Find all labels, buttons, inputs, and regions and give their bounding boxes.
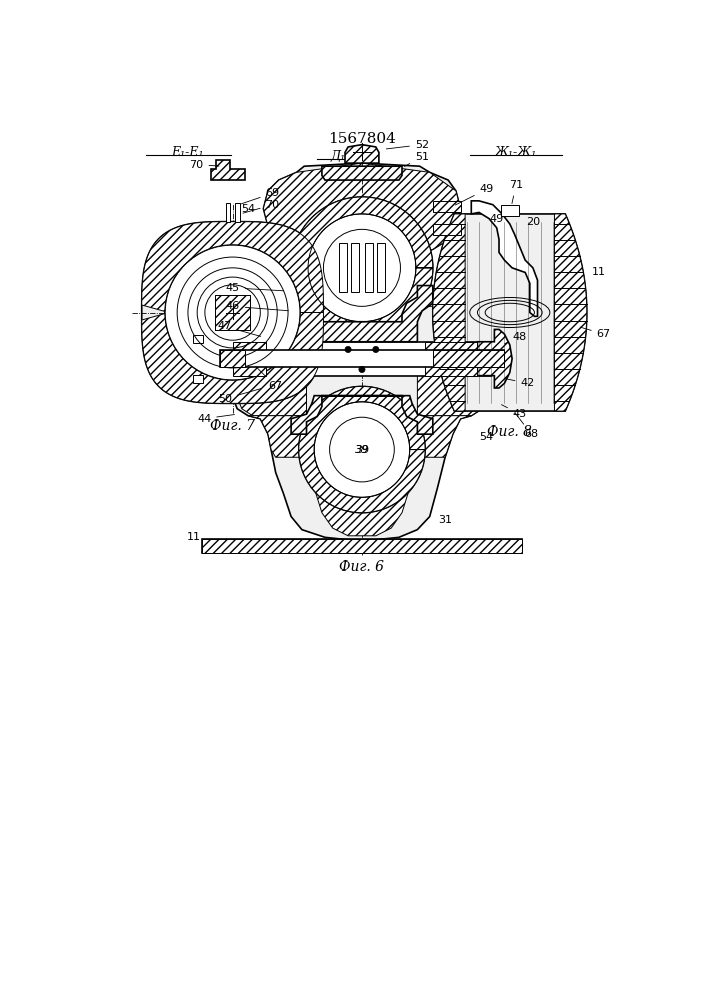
Text: 51: 51: [404, 152, 429, 166]
Text: 67: 67: [580, 327, 611, 339]
Polygon shape: [433, 201, 460, 212]
Text: 68: 68: [515, 413, 539, 439]
Text: 11: 11: [591, 267, 605, 277]
Polygon shape: [248, 416, 472, 457]
Polygon shape: [433, 224, 460, 235]
Text: 49: 49: [455, 184, 493, 205]
Text: 69: 69: [241, 188, 280, 204]
Circle shape: [329, 417, 395, 482]
Bar: [201, 539, 522, 553]
Polygon shape: [433, 214, 587, 411]
Bar: [501, 205, 519, 216]
Bar: [378, 243, 385, 292]
Polygon shape: [291, 197, 433, 339]
Polygon shape: [141, 222, 324, 403]
Circle shape: [291, 197, 433, 339]
Polygon shape: [264, 163, 460, 278]
Polygon shape: [433, 350, 504, 367]
Polygon shape: [291, 396, 433, 434]
Text: 46: 46: [226, 301, 288, 311]
Text: Фиг. 8: Фиг. 8: [487, 425, 532, 439]
Text: E₁-E₁: E₁-E₁: [172, 146, 204, 159]
Polygon shape: [472, 201, 537, 316]
Polygon shape: [215, 295, 250, 330]
Text: Ж₁-Ж₁: Ж₁-Ж₁: [495, 146, 537, 159]
Text: 20: 20: [526, 217, 540, 227]
Polygon shape: [322, 166, 402, 180]
Text: 70: 70: [189, 160, 219, 170]
Text: 43: 43: [501, 405, 527, 419]
Circle shape: [359, 366, 365, 373]
Text: 31: 31: [438, 515, 452, 525]
Bar: [226, 203, 230, 222]
Polygon shape: [425, 342, 477, 376]
Text: 44: 44: [197, 414, 235, 424]
Text: 71: 71: [509, 180, 523, 204]
Text: 48: 48: [505, 332, 527, 344]
Text: 67: 67: [256, 367, 282, 391]
Bar: [192, 335, 204, 343]
Polygon shape: [211, 160, 245, 180]
Circle shape: [373, 346, 379, 353]
Bar: [365, 243, 373, 292]
Bar: [233, 342, 491, 376]
Bar: [215, 295, 250, 330]
Bar: [192, 375, 204, 383]
Text: 54: 54: [241, 204, 255, 214]
Polygon shape: [238, 286, 312, 346]
Bar: [339, 243, 346, 292]
Polygon shape: [233, 163, 486, 541]
Bar: [219, 350, 504, 367]
Text: 42: 42: [505, 378, 534, 388]
Polygon shape: [554, 214, 587, 411]
Text: Д₁-Д₁: Д₁-Д₁: [331, 150, 366, 163]
Circle shape: [324, 229, 400, 306]
Circle shape: [299, 386, 425, 513]
Bar: [235, 203, 240, 222]
Polygon shape: [141, 312, 324, 403]
Polygon shape: [219, 350, 245, 367]
Circle shape: [345, 346, 351, 353]
Polygon shape: [433, 214, 465, 411]
Polygon shape: [477, 329, 512, 388]
Text: Фиг. 7: Фиг. 7: [210, 419, 255, 433]
Text: Фиг. 6: Фиг. 6: [339, 560, 385, 574]
Polygon shape: [417, 372, 486, 416]
Polygon shape: [291, 286, 433, 342]
Polygon shape: [345, 145, 379, 163]
Text: 1567804: 1567804: [328, 132, 396, 146]
Text: 39: 39: [355, 445, 369, 455]
Polygon shape: [201, 539, 522, 553]
Text: 47: 47: [218, 321, 261, 336]
Text: 39: 39: [355, 445, 369, 455]
Text: 45: 45: [226, 283, 284, 293]
Polygon shape: [141, 222, 324, 312]
Polygon shape: [307, 457, 417, 536]
Circle shape: [165, 245, 300, 380]
Polygon shape: [199, 329, 219, 388]
Text: 49: 49: [489, 214, 504, 224]
Text: 11: 11: [187, 532, 201, 542]
Polygon shape: [233, 342, 266, 376]
Polygon shape: [412, 286, 486, 346]
Polygon shape: [238, 372, 307, 416]
Text: 50: 50: [218, 389, 261, 404]
Text: 52: 52: [386, 140, 429, 150]
Polygon shape: [299, 386, 425, 513]
Bar: [351, 243, 359, 292]
Text: 54: 54: [479, 432, 493, 442]
Text: 70: 70: [243, 200, 280, 213]
